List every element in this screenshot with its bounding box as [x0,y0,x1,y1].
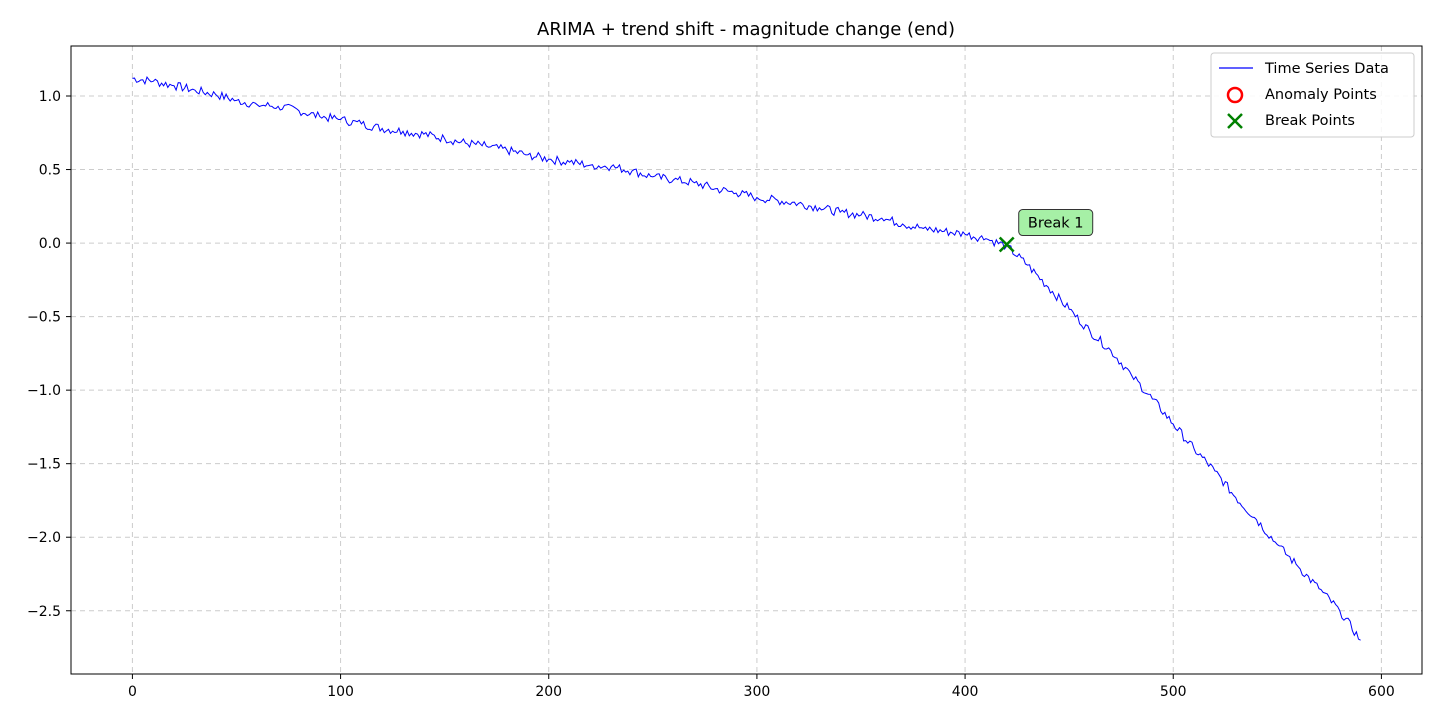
y-tick-label: −1.5 [27,457,61,473]
y-tick-label: 1.0 [39,89,61,105]
x-tick-label: 100 [327,684,354,700]
plot-frame [70,45,1423,675]
x-tick-label: 0 [128,684,137,700]
legend-entry-break: Break Points [1265,113,1355,129]
break-annotation-box [1018,209,1094,237]
y-tick-label: −2.0 [27,530,61,546]
break-point-marker [998,236,1015,253]
x-tick-label: 300 [744,684,771,700]
y-tick-label: −0.5 [27,310,61,326]
y-axis-ticks: −2.5 −2.0 −1.5 −1.0 −0.5 0.0 0.5 1.0 [27,89,71,620]
y-tick-label: 0.5 [39,163,61,179]
grid [71,46,1422,674]
x-axis-ticks: 0 100 200 300 400 500 600 [128,674,1395,700]
x-tick-label: 400 [952,684,979,700]
legend-entry-anomaly: Anomaly Points [1265,87,1377,103]
legend-box [1210,52,1415,138]
series-line-time-series [132,76,1361,641]
legend-break-marker [1227,113,1243,129]
break-points: Break 1 [998,209,1094,253]
y-tick-label: −2.5 [27,604,61,620]
legend-anomaly-marker [1226,86,1244,104]
series-layer [132,76,1361,641]
chart-title: ARIMA + trend shift - magnitude change (… [537,19,955,40]
x-tick-label: 600 [1368,684,1395,700]
break-annotation-label: Break 1 [1028,216,1084,232]
y-tick-label: −1.0 [27,383,61,399]
x-tick-label: 200 [535,684,562,700]
x-tick-label: 500 [1160,684,1187,700]
y-tick-label: 0.0 [39,236,61,252]
legend-entry-time-series: Time Series Data [1264,61,1389,77]
legend: Time Series Data Anomaly Points Break Po… [1210,52,1415,138]
